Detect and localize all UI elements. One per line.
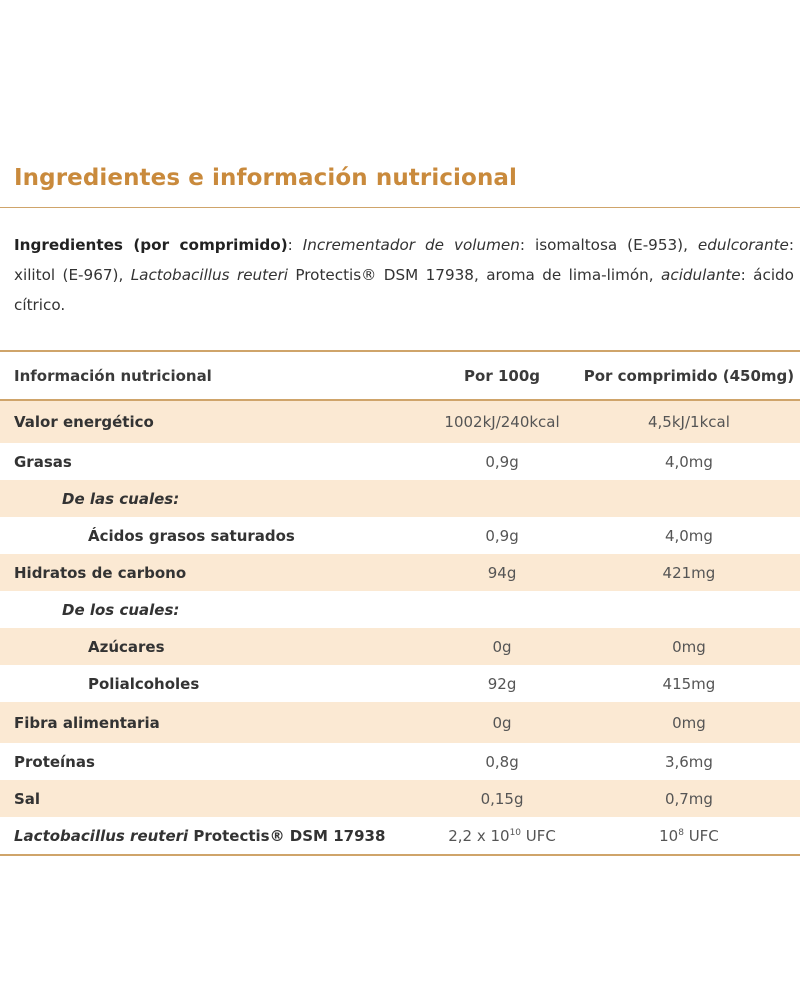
table-row: Polialcoholes 92g 415mg (0, 665, 800, 702)
probiotic-species: Lactobacillus reuteri (14, 826, 189, 845)
row-per-tablet: 4,5kJ/1kcal (577, 400, 800, 443)
row-per-tablet: 421mg (577, 554, 800, 591)
table-row: Ácidos grasos saturados 0,9g 4,0mg (0, 517, 800, 554)
row-per100: 0g (426, 702, 578, 743)
row-per-tablet: 4,0mg (664, 452, 713, 471)
page-title: Ingredientes e información nutricional (14, 165, 518, 191)
ingredient-text: : isomaltosa (E-953), (519, 236, 698, 254)
row-per100: 0,15g (426, 780, 578, 817)
table-row: Azúcares 0g 0mg (0, 628, 800, 665)
table-row: Valor energético 1002kJ/240kcal 4,5kJ/1k… (0, 400, 800, 443)
value-unit: UFC (521, 826, 556, 845)
value-exponent: 8 (678, 827, 684, 838)
value-unit: UFC (683, 826, 719, 845)
table-row: Lactobacillus reuteri Protectis® DSM 179… (0, 817, 800, 856)
row-per100 (426, 480, 578, 517)
row-per100: 94g (426, 554, 578, 591)
row-label: De las cuales: (0, 480, 427, 517)
ingredient-category: edulcorante (697, 236, 789, 254)
row-per100 (426, 591, 578, 628)
header-per-tablet: Por comprimido (450mg) (577, 350, 800, 401)
row-per100: 0g (426, 628, 578, 665)
header-per-100g: Por 100g (426, 350, 578, 401)
ingredient-text: Protectis® DSM 17938, aroma de lima-limó… (287, 266, 662, 284)
ingredient-text: : xilitol (E-967), (14, 236, 794, 284)
probiotic-strain: Protectis® DSM 17938 (188, 826, 386, 845)
row-per100: 92g (487, 674, 517, 693)
row-per-tablet: 108 UFC (577, 817, 800, 856)
table-row: Proteínas 0,8g 3,6mg (0, 743, 800, 780)
ingredient-category: acidulante (661, 266, 741, 284)
row-per100: 1002kJ/240kcal (426, 400, 578, 443)
row-label: Sal (0, 780, 427, 817)
row-per100: 2,2 x 1010 UFC (426, 817, 578, 856)
ingredients-label: Ingredientes (por comprimido) (14, 236, 288, 254)
row-label: Grasas (14, 452, 72, 471)
row-label: Azúcares (0, 628, 427, 665)
row-label: Proteínas (14, 752, 95, 771)
row-per-tablet: 0mg (577, 702, 800, 743)
row-per-tablet (577, 480, 800, 517)
table-header-row: Información nutricional Por 100g Por com… (0, 350, 800, 401)
ingredients-paragraph: Ingredientes (por comprimido): Increment… (14, 236, 794, 314)
value-exponent: 10 (509, 827, 522, 838)
row-label: De los cuales: (62, 600, 180, 619)
title-divider (0, 207, 800, 208)
row-per100: 0,9g (485, 452, 519, 471)
row-label: Valor energético (0, 400, 427, 443)
row-label: Lactobacillus reuteri Protectis® DSM 179… (0, 817, 427, 856)
row-per-tablet: 0,7mg (577, 780, 800, 817)
table-row: Grasas 0,9g 4,0mg (0, 443, 800, 480)
table-row: Fibra alimentaria 0g 0mg (0, 702, 800, 743)
row-per100: 0,8g (485, 752, 519, 771)
row-per-tablet: 415mg (662, 674, 716, 693)
row-per-tablet: 3,6mg (664, 752, 713, 771)
ingredient-species: Lactobacillus reuteri (130, 266, 288, 284)
ingredient-text: : ácido cítrico. (14, 266, 794, 314)
nutrition-table: Información nutricional Por 100g Por com… (0, 350, 800, 856)
table-row: De las cuales: (0, 480, 800, 517)
row-label: Ácidos grasos saturados (88, 526, 295, 545)
row-label: Polialcoholes (88, 674, 200, 693)
value-base: 2,2 x 10 (448, 826, 510, 845)
table-row: Hidratos de carbono 94g 421mg (0, 554, 800, 591)
table-row: Sal 0,15g 0,7mg (0, 780, 800, 817)
row-per-tablet (578, 591, 800, 628)
ingredient-category: Incrementador de volumen (302, 236, 520, 254)
row-per-tablet: 0mg (577, 628, 800, 665)
value-base: 10 (659, 826, 679, 845)
header-nutrition-info: Información nutricional (0, 350, 427, 401)
row-per-tablet: 4,0mg (664, 526, 713, 545)
row-label: Fibra alimentaria (0, 702, 427, 743)
row-per100: 0,9g (485, 526, 519, 545)
row-label: Hidratos de carbono (0, 554, 427, 591)
table-row: De los cuales: (0, 591, 800, 628)
